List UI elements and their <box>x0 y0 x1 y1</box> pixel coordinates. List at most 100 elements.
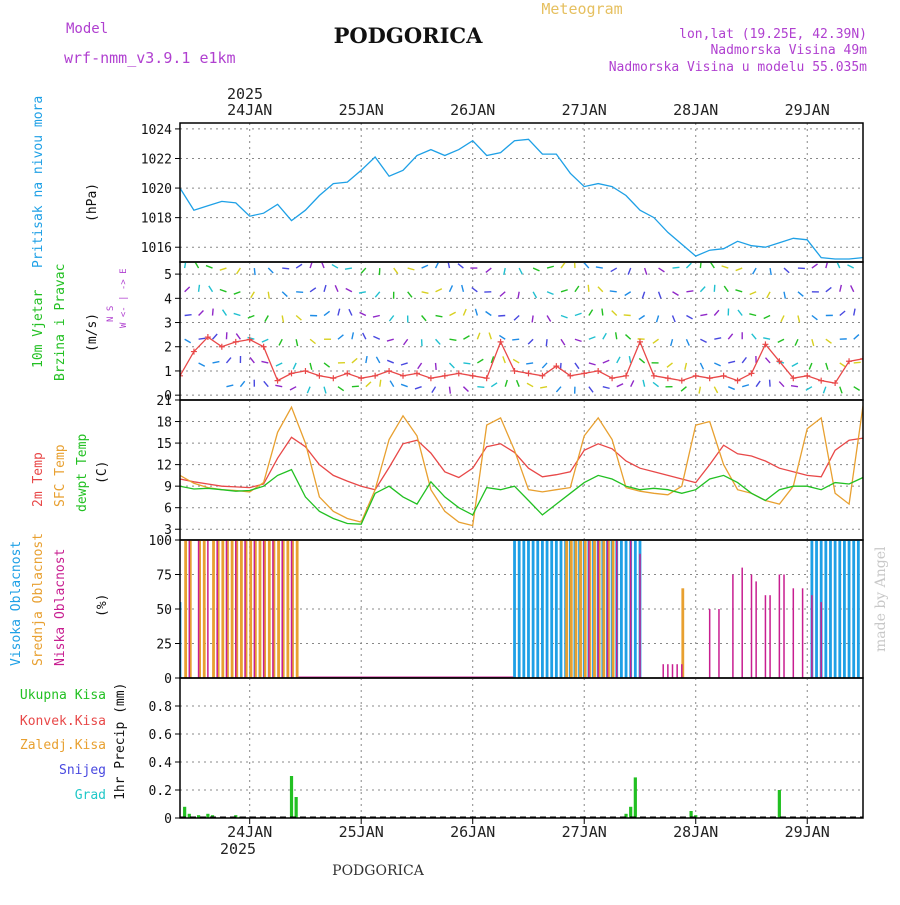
wind-label-1: 10m Vjetar <box>31 290 46 368</box>
bar-3-1-0 <box>184 540 187 678</box>
bar-3-2-28 <box>755 581 757 678</box>
ytick-label-2-5: 18 <box>156 416 172 431</box>
top-day-3: 27JAN <box>562 101 607 119</box>
ytick-label-3-1: 25 <box>156 638 172 653</box>
bar-3-0-44 <box>843 540 846 678</box>
precip-legend-hail: Grad <box>75 788 106 803</box>
bar-3-0-43 <box>838 540 841 678</box>
ytick-label-4-3: 0.6 <box>149 728 172 743</box>
bar-3-1-16 <box>268 540 271 678</box>
bar-3-1-3 <box>203 540 206 678</box>
bar-3-1-22 <box>296 540 299 678</box>
ytick-label-1-2: 2 <box>164 341 172 356</box>
temp-label-sfc: SFC Temp <box>53 444 68 507</box>
ytick-label-3-3: 75 <box>156 569 172 584</box>
ytick-label-2-1: 6 <box>164 502 172 517</box>
wind-arrow-5-15 <box>254 268 255 275</box>
bar-3-0-15 <box>541 540 544 678</box>
bar-4-0-8 <box>295 797 298 818</box>
bar-3-2-27 <box>751 575 753 679</box>
bar-3-2-12 <box>588 540 590 678</box>
bar-3-0-10 <box>518 540 521 678</box>
top-day-0: 24JAN <box>227 101 272 119</box>
bar-3-1-10 <box>240 540 243 678</box>
bar-3-2-7 <box>254 540 256 678</box>
top-day-4: 28JAN <box>673 101 718 119</box>
bar-3-2-26 <box>741 568 743 678</box>
ytick-label-0-2: 1020 <box>141 182 172 197</box>
top-day-2: 26JAN <box>450 101 495 119</box>
bar-3-2-13 <box>597 540 599 678</box>
bar-3-1-31 <box>602 540 605 678</box>
bar-3-0-45 <box>848 540 851 678</box>
product-title: Meteogram <box>541 0 622 18</box>
wind-arrow-1-75 <box>526 363 533 364</box>
bar-3-2-22 <box>681 664 683 678</box>
wind-arrow-1-54 <box>436 363 437 370</box>
bottom-day-1: 25JAN <box>339 823 384 841</box>
ytick-label-0-3: 1022 <box>141 152 172 167</box>
bar-3-0-42 <box>834 540 837 678</box>
wind-arrow-5-21 <box>282 268 289 269</box>
wind-arrow-4-18 <box>268 292 269 299</box>
bar-4-0-10 <box>629 807 632 818</box>
precip-legend-total: Ukupna Kisa <box>20 688 106 703</box>
bar-3-1-14 <box>259 540 262 678</box>
wind-arrow-0-132 <box>791 386 798 387</box>
bar-3-2-5 <box>235 540 237 678</box>
bar-3-2-11 <box>291 540 293 678</box>
ytick-label-4-2: 0.4 <box>149 756 173 771</box>
ytick-label-2-3: 12 <box>156 459 172 474</box>
bar-3-0-40 <box>824 540 827 678</box>
bar-4-0-11 <box>634 777 637 818</box>
bar-4-0-7 <box>290 776 293 818</box>
wind-arrow-4-108 <box>686 291 693 292</box>
ytick-label-3-0: 0 <box>164 672 172 687</box>
city-title: PODGORICA <box>334 23 484 48</box>
ytick-label-1-5: 5 <box>164 268 172 283</box>
bar-3-2-9 <box>272 540 274 678</box>
precip-unit: 1hr Precip (mm) <box>113 683 128 800</box>
bar-3-0-18 <box>555 540 558 678</box>
precip-legend-frz: Zaledj.Kisa <box>20 738 106 753</box>
wind-arrow-4-3 <box>199 285 200 292</box>
bar-3-0-38 <box>815 540 818 678</box>
ytick-label-1-1: 1 <box>164 365 172 380</box>
bar-3-1-20 <box>286 540 289 678</box>
cloud-label-low: Niska Oblacnost <box>53 549 68 666</box>
wind-compass: W <- | -> E <box>119 268 129 328</box>
bar-3-2-23 <box>709 609 711 678</box>
pressure-unit: (hPa) <box>85 183 100 222</box>
bar-4-0-0 <box>183 807 186 818</box>
bar-3-1-8 <box>231 540 234 678</box>
wind-arrow-1-144 <box>854 362 861 363</box>
bar-3-2-18 <box>662 664 664 678</box>
wind-arrow-4-93 <box>610 291 617 292</box>
bar-3-2-24 <box>718 609 720 678</box>
ytick-label-2-2: 9 <box>164 480 172 495</box>
bar-3-2-29 <box>765 595 767 678</box>
bar-3-2-19 <box>667 664 669 678</box>
credit-text: made by Angel <box>873 546 889 652</box>
ytick-label-0-1: 1018 <box>141 212 172 227</box>
bar-3-1-24 <box>570 540 573 678</box>
precip-legend-conv: Konvek.Kisa <box>20 714 106 729</box>
bar-3-2-6 <box>244 540 246 678</box>
temp-label-dewpt: dewpt Temp <box>75 434 90 512</box>
bar-3-1-27 <box>584 540 587 678</box>
cloud-unit: (%) <box>95 594 110 617</box>
bar-3-2-20 <box>672 664 674 678</box>
ytick-label-1-4: 4 <box>164 292 172 307</box>
wind-arrow-4-87 <box>588 285 589 292</box>
bar-3-1-6 <box>221 540 224 678</box>
bar-3-2-1 <box>198 540 200 678</box>
bar-3-2-8 <box>263 540 265 678</box>
wind-arrow-3-90 <box>602 309 603 316</box>
ytick-label-2-4: 15 <box>156 437 172 452</box>
elevation-text: Nadmorska Visina 49m <box>710 43 867 58</box>
footer-city: PODGORICA <box>332 863 425 879</box>
wind-label-2: Brzina i Pravac <box>53 264 68 381</box>
